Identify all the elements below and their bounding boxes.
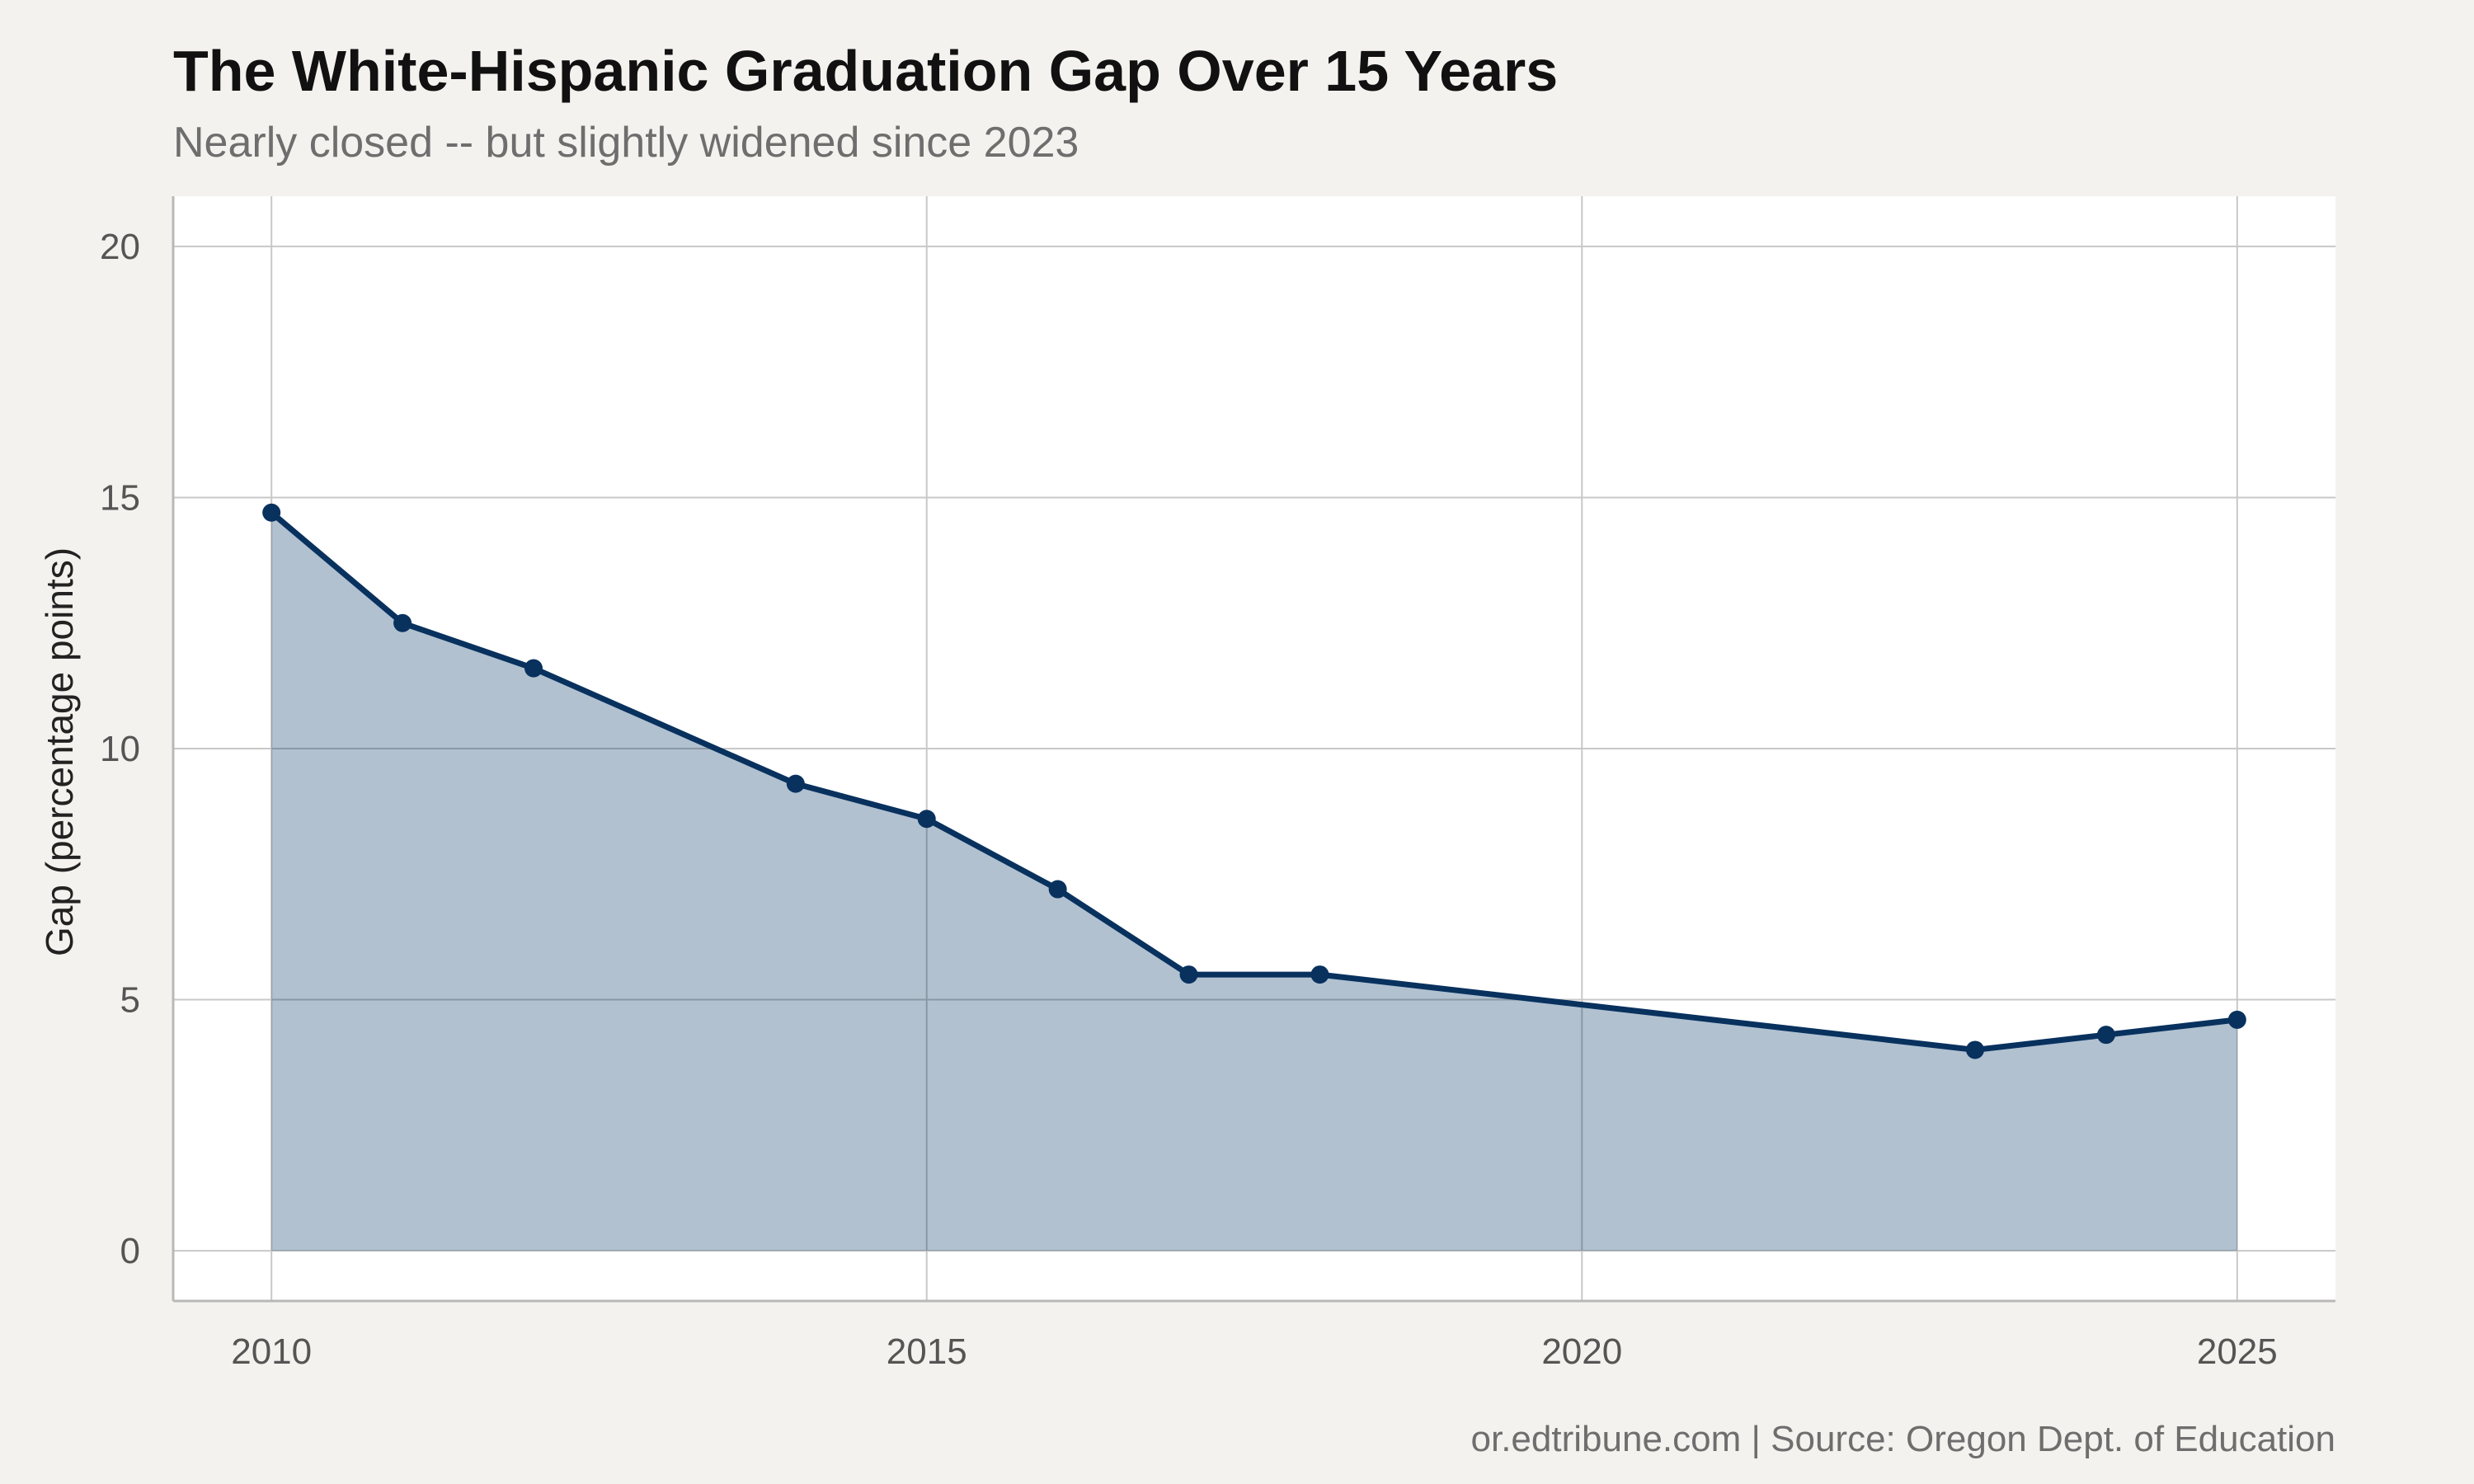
x-tick-label-2025: 2025 [2197, 1331, 2278, 1372]
chart-title: The White-Hispanic Graduation Gap Over 1… [173, 39, 1558, 103]
data-point-2012 [524, 659, 543, 678]
y-tick-label-5: 5 [120, 980, 140, 1021]
data-point-2018 [1310, 965, 1329, 984]
x-tick-label-2015: 2015 [887, 1331, 967, 1372]
tick-labels: 0 5 10 15 20 2010 2015 2020 2025 [100, 227, 2278, 1372]
series-area-0 [271, 512, 2237, 1252]
data-point-2014 [786, 774, 805, 793]
data-point-2015 [917, 810, 936, 829]
data-point-2010 [262, 503, 281, 522]
chart-caption: or.edtribune.com | Source: Oregon Dept. … [1471, 1419, 2335, 1459]
x-tick-label-2020: 2020 [1541, 1331, 1622, 1372]
y-tick-label-10: 10 [100, 729, 140, 769]
y-tick-label-15: 15 [100, 477, 140, 518]
data-point-2016 [1048, 880, 1067, 899]
data-point-2017 [1179, 965, 1198, 984]
data-point-2025 [2227, 1010, 2246, 1029]
area-layer [271, 512, 2237, 1252]
axis-lines [172, 196, 2335, 1303]
data-point-2024 [2096, 1026, 2115, 1045]
data-point-2023 [1966, 1040, 1984, 1059]
data-point-2011 [393, 613, 412, 632]
y-axis-title: Gap (percentage points) [38, 547, 81, 956]
series-layer [262, 503, 2246, 1059]
x-tick-label-2010: 2010 [231, 1331, 312, 1372]
chart-subtitle: Nearly closed -- but slightly widened si… [173, 119, 1079, 167]
y-tick-label-20: 20 [100, 227, 140, 267]
y-tick-label-0: 0 [120, 1231, 140, 1271]
